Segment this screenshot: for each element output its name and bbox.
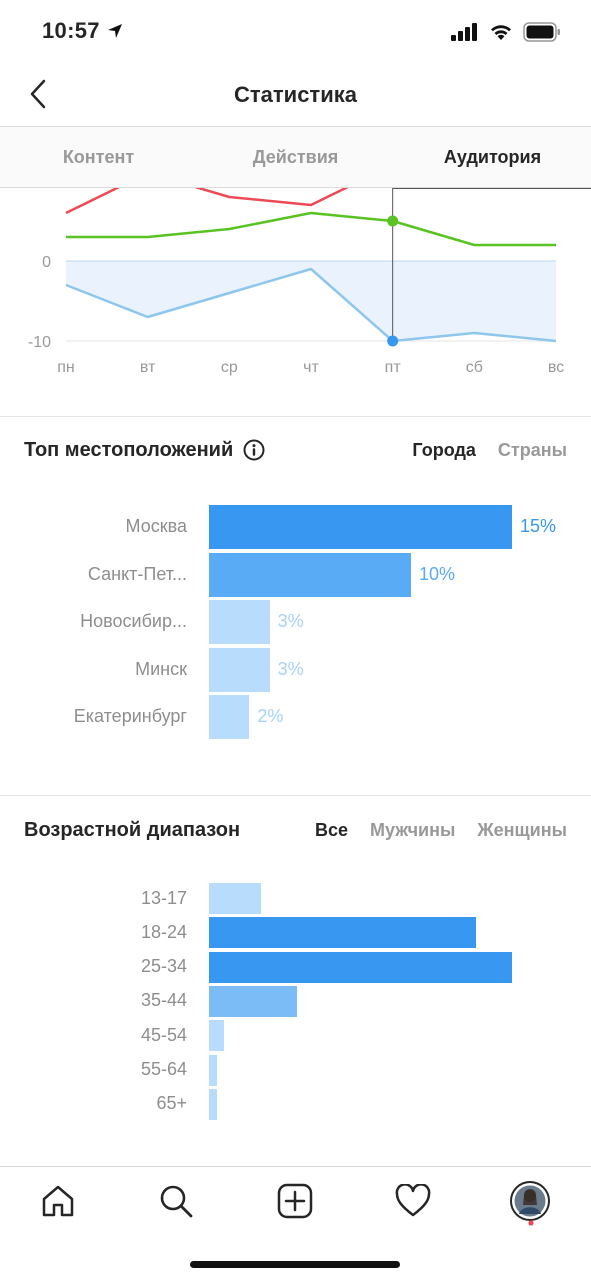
- location-row-label: Минск: [135, 658, 187, 679]
- age-row: 13-17: [0, 883, 591, 917]
- home-icon: [42, 1185, 74, 1217]
- gender-filter: Все Мужчины Женщины: [315, 820, 567, 841]
- age-row-bar: [209, 883, 261, 914]
- age-row: 45-54: [0, 1020, 591, 1054]
- location-row-label: Екатеринбург: [73, 706, 187, 726]
- age-row-bar: [209, 985, 297, 1017]
- search-button[interactable]: [156, 1181, 196, 1221]
- locations-title: Топ местоположений: [24, 438, 234, 461]
- home-indicator: [190, 1261, 400, 1268]
- location-row-bar: [209, 552, 411, 597]
- age-row-label: 55-64: [140, 1059, 187, 1079]
- age-row-label: 13-17: [140, 887, 187, 908]
- age-row-label: 65+: [156, 1093, 187, 1114]
- age-row-bar: [209, 1020, 225, 1052]
- nav-header: Статистика: [0, 64, 591, 127]
- line-chart-svg: 0 -10 пн вт ср чт пт сб вс: [28, 188, 591, 376]
- cellular-signal-icon: [451, 23, 477, 41]
- location-row-bar: [209, 600, 270, 644]
- location-row: Санкт-Пет... 10%: [0, 552, 591, 601]
- locations-filter: Города Страны: [412, 440, 567, 461]
- negative-area-fill: [66, 261, 556, 341]
- x-tick-label: пт: [385, 359, 402, 376]
- location-row: Новосибир... 3%: [0, 600, 591, 648]
- new-post-button[interactable]: [275, 1181, 315, 1221]
- location-row-percent: 3%: [277, 658, 304, 679]
- tab-content[interactable]: Контент: [62, 146, 135, 167]
- age-row: 35-44: [0, 985, 591, 1020]
- age-row: 55-64: [0, 1054, 591, 1089]
- y-tick-label: 0: [42, 254, 51, 271]
- age-row-bar: [209, 951, 512, 983]
- filter-all[interactable]: Все: [315, 819, 349, 840]
- notification-dot: [528, 1220, 534, 1226]
- series-line-0: [65, 188, 349, 215]
- new-post-icon: [277, 1183, 313, 1219]
- location-row: Москва 15%: [0, 505, 591, 553]
- series-line-2: [65, 267, 557, 343]
- age-row-label: 25-34: [140, 956, 187, 977]
- status-bar: 10:57: [0, 0, 591, 64]
- location-row: Екатеринбург 2%: [0, 695, 591, 743]
- age-row-bar: [209, 1088, 217, 1120]
- x-tick-label: вс: [548, 359, 564, 376]
- search-icon: [160, 1185, 193, 1218]
- location-row: Минск 3%: [0, 647, 591, 696]
- highlight-point: [387, 215, 399, 227]
- series-line-1: [66, 211, 556, 247]
- location-row-bar: [209, 505, 512, 549]
- filter-countries[interactable]: Страны: [497, 439, 567, 460]
- back-arrow-icon: [30, 79, 46, 109]
- location-row-label: Санкт-Пет...: [87, 563, 187, 584]
- age-row: 65+: [0, 1088, 591, 1123]
- home-button[interactable]: [38, 1181, 78, 1221]
- location-row-percent: 10%: [419, 563, 456, 584]
- location-row-label: Новосибир...: [80, 611, 187, 631]
- activity-button[interactable]: [393, 1181, 433, 1221]
- locations-header: Топ местоположений Города Страны: [24, 434, 567, 466]
- age-row: 25-34: [0, 951, 591, 986]
- age-row-label: 35-44: [140, 990, 187, 1011]
- back-button[interactable]: [20, 76, 56, 112]
- age-row-bar: [209, 917, 476, 949]
- location-row-percent: 2%: [257, 706, 284, 726]
- status-time: 10:57: [42, 18, 100, 43]
- profile-avatar: [510, 1181, 550, 1221]
- age-title: Возрастной диапазон: [24, 818, 241, 841]
- x-tick-label: ср: [221, 359, 238, 376]
- page-title: Статистика: [234, 82, 357, 107]
- age-row-label: 18-24: [140, 921, 187, 942]
- filter-cities[interactable]: Города: [412, 439, 476, 460]
- profile-button[interactable]: [510, 1181, 550, 1221]
- location-arrow-icon: [108, 24, 122, 38]
- age-row-label: 45-54: [140, 1024, 187, 1045]
- y-tick-label: -10: [28, 334, 51, 351]
- x-tick-label: пн: [57, 359, 75, 376]
- tab-audience[interactable]: Аудитория: [443, 146, 542, 167]
- age-row-bar: [209, 1054, 217, 1086]
- filter-women[interactable]: Женщины: [477, 819, 567, 840]
- age-header: Возрастной диапазон Все Мужчины Женщины: [24, 814, 567, 846]
- activity-line-chart[interactable]: 0 -10 пн вт ср чт пт сб вс: [0, 188, 591, 416]
- tab-bar: Контент Действия Аудитория: [0, 127, 591, 188]
- location-row-percent: 3%: [277, 611, 304, 631]
- x-tick-label: сб: [466, 359, 483, 376]
- highlight-point: [387, 335, 399, 347]
- location-row-percent: 15%: [520, 516, 557, 536]
- age-row: 18-24: [0, 917, 591, 951]
- info-icon[interactable]: [243, 439, 265, 461]
- filter-men[interactable]: Мужчины: [370, 819, 456, 840]
- section-divider: [0, 795, 591, 796]
- battery-icon: [523, 22, 560, 42]
- location-row-bar: [209, 647, 270, 692]
- tab-actions[interactable]: Действия: [252, 146, 339, 167]
- x-tick-label: вт: [140, 359, 156, 376]
- location-row-bar: [209, 695, 250, 739]
- location-row-label: Москва: [125, 516, 187, 536]
- activity-heart-icon: [395, 1184, 431, 1217]
- wifi-icon: [491, 25, 511, 40]
- x-tick-label: чт: [303, 359, 319, 376]
- section-divider: [0, 416, 591, 417]
